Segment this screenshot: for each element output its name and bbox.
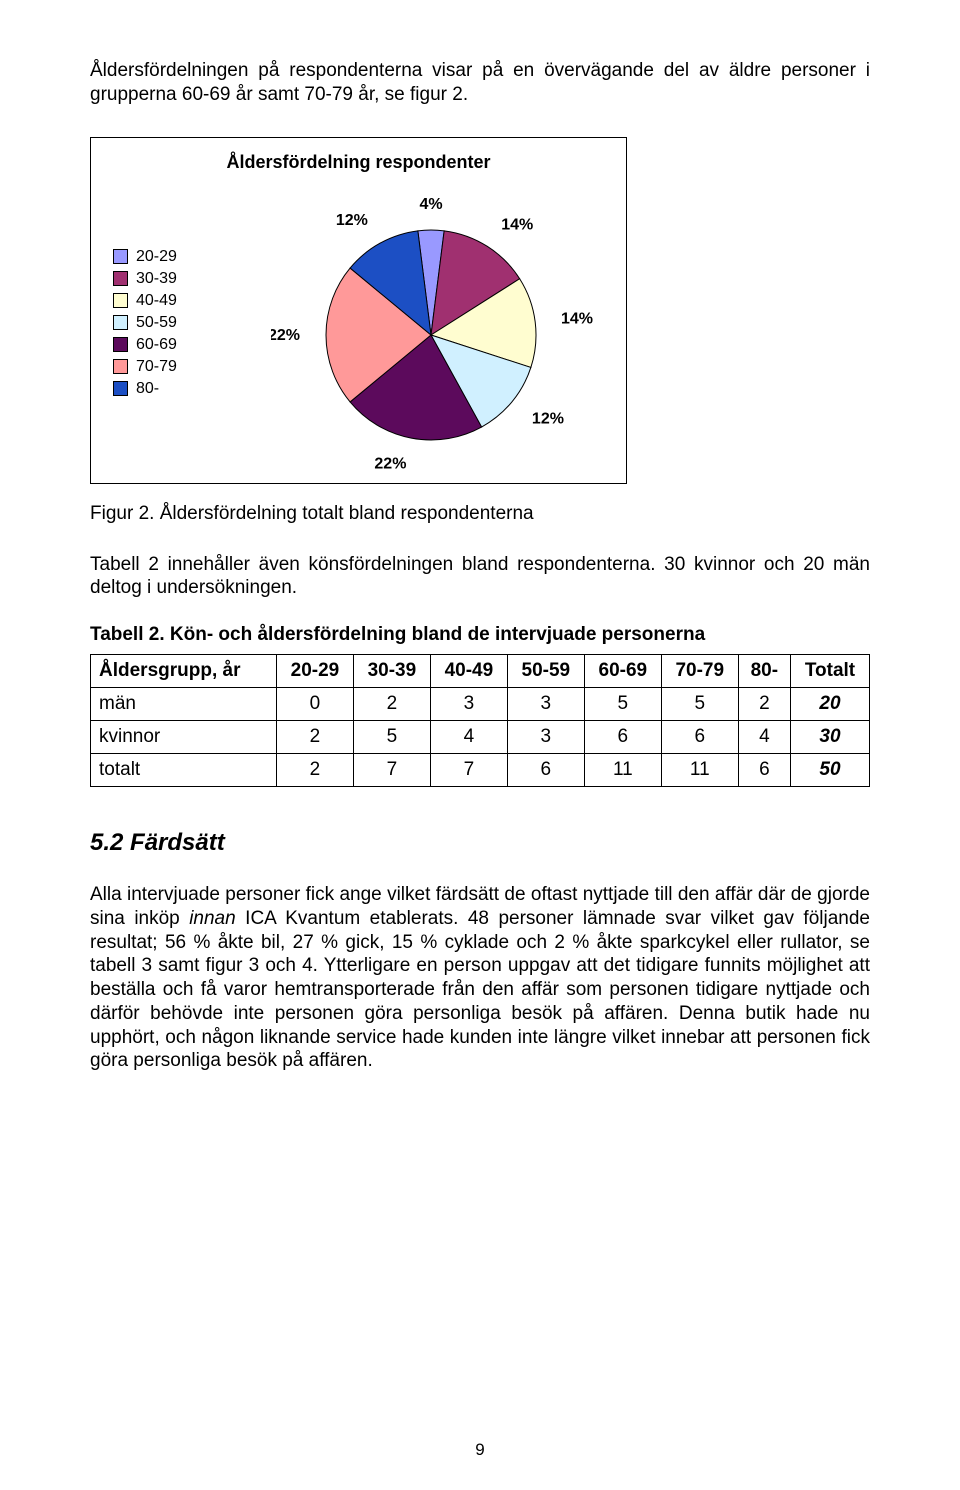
pie-chart: 4% 14% 14% 12% 22% 22% 12% [271,193,611,488]
legend-item: 70-79 [113,358,177,376]
table-total-cell: 20 [790,688,869,721]
legend-swatch [113,381,128,396]
table-header-cell: 30-39 [353,655,430,688]
intro-paragraph: Åldersfördelningen på respondenterna vis… [90,59,870,107]
table-header-row: Åldersgrupp, år20-2930-3940-4950-5960-69… [91,655,870,688]
body-paragraph: Alla intervjuade personer fick ange vilk… [90,883,870,1073]
table-header-cell: 70-79 [661,655,738,688]
table-row: totalt27761111650 [91,754,870,787]
legend-label: 50-59 [136,314,177,332]
table-header-cell: 60-69 [584,655,661,688]
table-header-cell: 40-49 [430,655,507,688]
pie-slice-label: 12% [532,410,564,427]
table-header-cell: 50-59 [507,655,584,688]
legend-label: 40-49 [136,292,177,310]
section-heading: 5.2 Färdsätt [90,829,870,857]
legend-swatch [113,315,128,330]
legend-item: 30-39 [113,270,177,288]
legend-item: 60-69 [113,336,177,354]
table-cell: 2 [738,688,790,721]
table-cell: 5 [661,688,738,721]
table-cell: 6 [661,721,738,754]
pie-slice-label: 22% [271,327,300,344]
table-cell: 6 [507,754,584,787]
legend-swatch [113,293,128,308]
table-header-cell: Totalt [790,655,869,688]
data-table: Åldersgrupp, år20-2930-3940-4950-5960-69… [90,654,870,787]
table-cell: 5 [353,721,430,754]
table-caption: Tabell 2. Kön- och åldersfördelning blan… [90,624,870,646]
table-header-cell: 80- [738,655,790,688]
legend-label: 80- [136,380,159,398]
legend-swatch [113,271,128,286]
legend-item: 50-59 [113,314,177,332]
legend-swatch [113,359,128,374]
page-number: 9 [0,1440,960,1460]
pie-slice-label: 12% [336,212,368,229]
legend-swatch [113,249,128,264]
table-cell: 11 [584,754,661,787]
table-cell: 7 [353,754,430,787]
table-cell: 4 [738,721,790,754]
table-row: män023355220 [91,688,870,721]
row-label-cell: män [91,688,277,721]
table-cell: 2 [276,721,353,754]
table-cell: 0 [276,688,353,721]
table-header-cell: Åldersgrupp, år [91,655,277,688]
legend-label: 30-39 [136,270,177,288]
legend-item: 80- [113,380,177,398]
table-header-cell: 20-29 [276,655,353,688]
table-cell: 5 [584,688,661,721]
row-label-cell: totalt [91,754,277,787]
legend-label: 20-29 [136,248,177,266]
pie-slice-label: 22% [374,455,406,472]
table-cell: 6 [584,721,661,754]
table-cell: 3 [507,721,584,754]
figure-caption: Figur 2. Åldersfördelning totalt bland r… [90,503,870,525]
table-cell: 7 [430,754,507,787]
legend-label: 70-79 [136,358,177,376]
tabell2-paragraph: Tabell 2 innehåller även könsfördelninge… [90,553,870,601]
pie-slice-label: 14% [501,216,533,233]
row-label-cell: kvinnor [91,721,277,754]
legend-item: 40-49 [113,292,177,310]
table-cell: 2 [353,688,430,721]
legend-item: 20-29 [113,248,177,266]
table-body: män023355220kvinnor254366430totalt277611… [91,688,870,787]
table-cell: 3 [430,688,507,721]
table-row: kvinnor254366430 [91,721,870,754]
table-cell: 3 [507,688,584,721]
table-cell: 2 [276,754,353,787]
document-page: Åldersfördelningen på respondenterna vis… [0,0,960,1490]
table-cell: 11 [661,754,738,787]
table-cell: 6 [738,754,790,787]
table-total-cell: 50 [790,754,869,787]
pie-slice-label: 14% [561,310,593,327]
chart-title: Åldersfördelning respondenter [91,152,626,173]
chart-legend: 20-29 30-39 40-49 50-59 60-69 70-79 80- [113,248,177,402]
italic-word: innan [189,908,236,929]
pie-slice-label: 4% [419,196,442,213]
table-total-cell: 30 [790,721,869,754]
legend-swatch [113,337,128,352]
pie-chart-container: Åldersfördelning respondenter 20-29 30-39… [90,137,627,484]
legend-label: 60-69 [136,336,177,354]
table-cell: 4 [430,721,507,754]
